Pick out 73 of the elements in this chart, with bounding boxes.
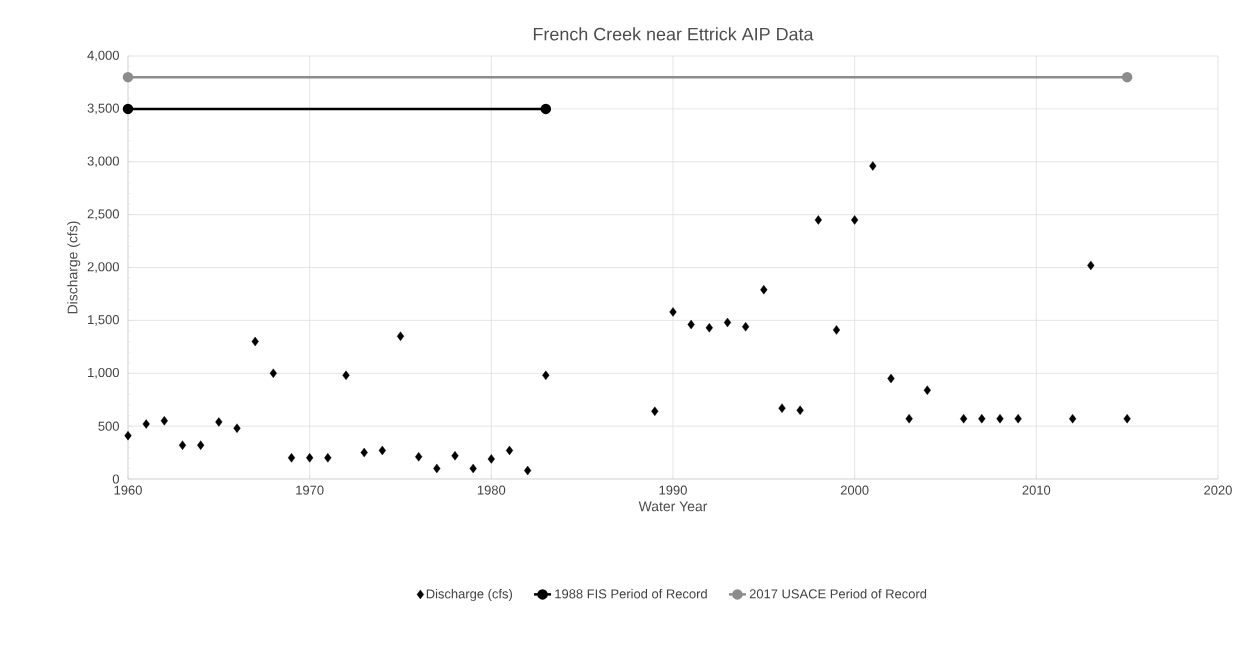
point bbox=[542, 370, 550, 381]
point bbox=[651, 406, 659, 417]
point bbox=[215, 417, 223, 427]
y-tick-label: 3,000 bbox=[87, 156, 119, 168]
point bbox=[796, 405, 804, 415]
point bbox=[124, 430, 132, 441]
x-tick-label: 1960 bbox=[114, 485, 142, 495]
point bbox=[869, 161, 877, 171]
point bbox=[832, 325, 841, 335]
y-tick-label: 2,500 bbox=[87, 209, 119, 220]
point bbox=[251, 336, 259, 347]
x-tick-label: 1980 bbox=[477, 485, 506, 495]
legend-label: 1988 FIS Period of Record bbox=[555, 588, 707, 599]
y-tick-label: 3,500 bbox=[87, 103, 119, 115]
point bbox=[233, 423, 241, 433]
point bbox=[433, 463, 441, 474]
x-tick-label: 2010 bbox=[1022, 485, 1051, 495]
point bbox=[487, 454, 495, 464]
point bbox=[687, 319, 695, 330]
point bbox=[415, 452, 423, 462]
x-tick-label: 2000 bbox=[840, 485, 869, 495]
point bbox=[705, 323, 713, 333]
point bbox=[851, 215, 859, 225]
point bbox=[978, 414, 986, 424]
y-tick-label: 0 bbox=[112, 474, 119, 484]
point bbox=[396, 331, 405, 341]
point bbox=[378, 445, 386, 456]
y-tick-label: 500 bbox=[98, 421, 119, 431]
point bbox=[669, 307, 677, 317]
point bbox=[742, 322, 750, 332]
point bbox=[960, 414, 968, 424]
point bbox=[778, 403, 786, 413]
chart-title: French Creek near Ettrick AIP Data bbox=[533, 27, 814, 41]
legend-label: 2017 USACE Period of Record bbox=[749, 588, 927, 599]
point bbox=[324, 453, 332, 463]
point bbox=[469, 463, 477, 474]
point bbox=[178, 440, 187, 450]
point bbox=[342, 370, 350, 381]
legend-label: Discharge (cfs) bbox=[426, 588, 512, 602]
point bbox=[269, 368, 277, 378]
x-tick-label: 2020 bbox=[1204, 485, 1232, 495]
point bbox=[905, 414, 913, 424]
point bbox=[923, 385, 931, 395]
point bbox=[524, 465, 532, 476]
y-tick-label: 1,500 bbox=[88, 315, 119, 326]
point bbox=[1087, 260, 1095, 271]
x-tick-label: 1970 bbox=[296, 485, 324, 495]
point bbox=[1123, 414, 1131, 424]
point bbox=[1121, 71, 1133, 83]
point bbox=[306, 453, 314, 463]
point bbox=[814, 215, 822, 225]
point bbox=[887, 373, 895, 384]
point bbox=[760, 285, 768, 295]
point bbox=[540, 103, 552, 115]
point bbox=[996, 414, 1004, 424]
point bbox=[287, 453, 296, 463]
y-axis-title: Discharge (cfs) bbox=[67, 221, 81, 314]
point bbox=[122, 103, 134, 115]
y-tick-label: 4,000 bbox=[87, 50, 119, 62]
point bbox=[1014, 414, 1022, 424]
point bbox=[142, 419, 150, 429]
y-tick-label: 2,000 bbox=[87, 262, 119, 273]
point bbox=[197, 440, 205, 450]
point bbox=[360, 447, 368, 458]
point bbox=[122, 71, 134, 83]
x-tick-label: 1990 bbox=[659, 485, 687, 495]
x-axis-title: Water Year bbox=[638, 501, 708, 512]
point bbox=[505, 445, 514, 456]
point bbox=[1069, 414, 1077, 424]
point bbox=[451, 451, 459, 461]
point bbox=[723, 317, 732, 328]
point bbox=[160, 416, 168, 426]
y-tick-label: 1,000 bbox=[88, 367, 119, 379]
